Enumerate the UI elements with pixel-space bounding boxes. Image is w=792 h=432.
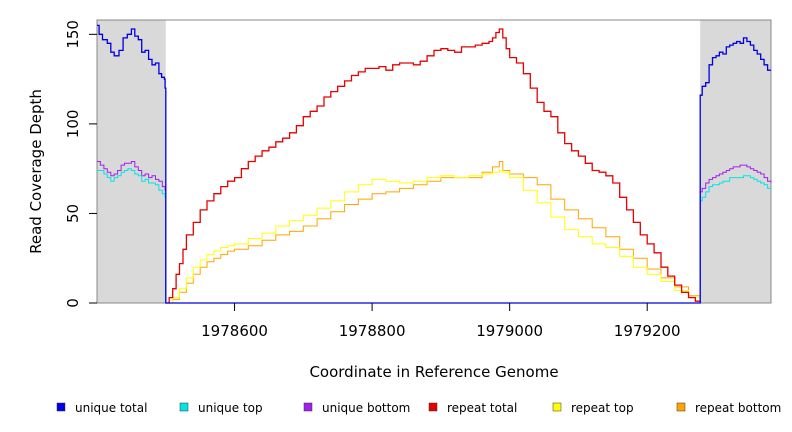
axes: 1978600 1978800 1979000 1979200 0 50 100 150	[64, 20, 681, 340]
series-line-unique-total	[97, 24, 771, 304]
legend-label-unique-total: unique total	[75, 401, 147, 415]
shaded-region-1	[700, 20, 771, 303]
y-tick-label-0: 0	[64, 298, 82, 308]
legend-label-repeat-bottom: repeat bottom	[695, 401, 781, 415]
legend: unique total unique top unique bottom repea…	[56, 401, 781, 415]
series-line-repeat-total	[165, 28, 701, 304]
x-tick-label-1: 1978800	[339, 322, 406, 340]
legend-label-unique-top: unique top	[198, 401, 263, 415]
legend-swatch-unique-bottom	[303, 402, 313, 412]
legend-swatch-unique-top	[179, 402, 189, 412]
series-line-repeat-bottom	[165, 161, 701, 304]
y-tick-label-3: 150	[64, 20, 82, 49]
x-tick-label-3: 1979200	[614, 322, 681, 340]
x-axis-label: Coordinate in Reference Genome	[309, 363, 558, 381]
series-line-repeat-top	[165, 170, 701, 304]
legend-swatch-repeat-total	[428, 402, 438, 412]
legend-swatch-unique-total	[56, 402, 66, 412]
y-axis-label: Read Coverage Depth	[27, 89, 45, 254]
x-tick-label-2: 1979000	[476, 322, 543, 340]
legend-label-repeat-top: repeat top	[571, 401, 634, 415]
legend-label-unique-bottom: unique bottom	[322, 401, 410, 415]
legend-label-repeat-total: repeat total	[447, 401, 517, 415]
legend-swatch-repeat-top	[552, 402, 562, 412]
y-tick-label-2: 100	[64, 110, 82, 139]
legend-swatch-repeat-bottom	[676, 402, 686, 412]
plot-area	[96, 19, 772, 304]
y-tick-label-1: 50	[64, 204, 82, 223]
series-line-unique-top	[97, 168, 771, 304]
shaded-regions	[97, 20, 771, 303]
series-lines	[97, 24, 772, 304]
x-tick-label-0: 1978600	[201, 322, 268, 340]
